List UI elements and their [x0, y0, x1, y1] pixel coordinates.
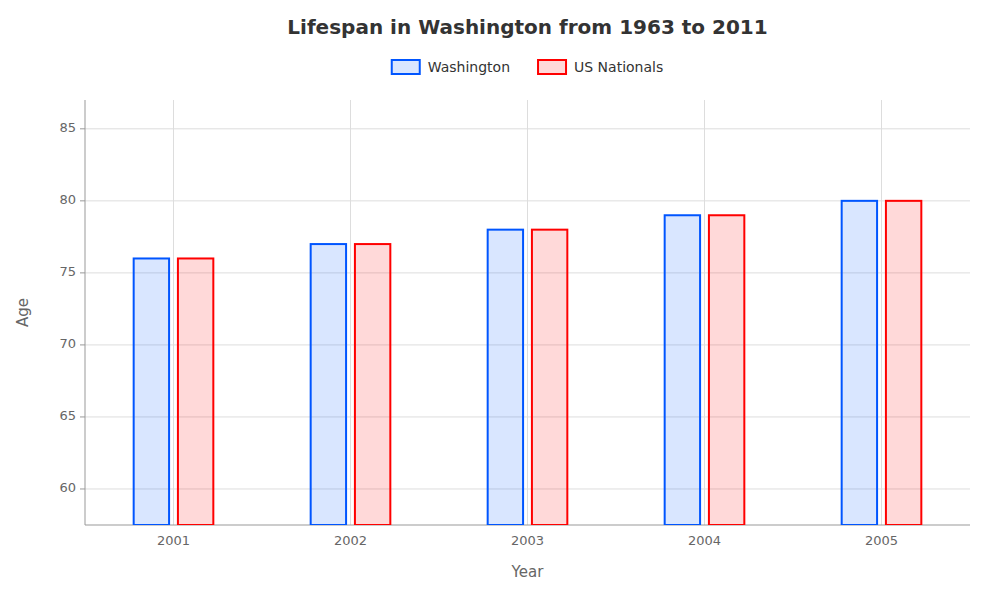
x-grid-line [704, 100, 705, 525]
y-tick [80, 200, 85, 201]
x-axis-label: Year [511, 563, 545, 581]
legend: Washington US Nationals [392, 59, 664, 75]
x-grid-line [350, 100, 351, 525]
chart: 60 65 70 75 80 85 2001 2002 2003 2004 2005 Lifespan… [0, 0, 1000, 600]
bar [709, 215, 744, 525]
legend-item: US Nationals [538, 59, 663, 75]
legend-label: US Nationals [574, 59, 663, 75]
grid [85, 100, 970, 525]
legend-swatch [392, 60, 420, 74]
bar [532, 230, 567, 525]
legend-item: Washington [392, 59, 510, 75]
y-tick-label: 70 [59, 336, 76, 351]
y-tick-label: 60 [59, 480, 76, 495]
bar [488, 230, 523, 525]
y-tick [80, 416, 85, 417]
title: Lifespan in Washington from 1963 to 2011 [287, 15, 767, 39]
chart-container: 60 65 70 75 80 85 2001 2002 2003 2004 2005 Lifespan… [0, 0, 1000, 600]
bar [178, 258, 213, 525]
y-tick [80, 488, 85, 489]
bar [355, 244, 390, 525]
bar [311, 244, 346, 525]
bars [134, 201, 922, 525]
y-axis-label: Age [14, 298, 32, 327]
y-tick [80, 344, 85, 345]
x-tick-label: 2005 [865, 533, 898, 548]
bar [665, 215, 700, 525]
y-axis-line [85, 100, 86, 525]
x-tick-label: 2003 [511, 533, 544, 548]
x-grid-line [527, 100, 528, 525]
bar [886, 201, 921, 525]
y-tick-label: 75 [59, 264, 76, 279]
x-tick-label: 2001 [157, 533, 190, 548]
y-tick-label: 80 [59, 192, 76, 207]
x-grid-line [173, 100, 174, 525]
x-tick-label: 2002 [334, 533, 367, 548]
bar [134, 258, 169, 525]
y-tick [80, 272, 85, 273]
bar [842, 201, 877, 525]
legend-swatch [538, 60, 566, 74]
y-tick-label: 65 [59, 408, 76, 423]
x-axis-line [85, 525, 970, 526]
y-tick [80, 128, 85, 129]
legend-label: Washington [428, 59, 510, 75]
y-tick-label: 85 [59, 120, 76, 135]
x-grid-line [881, 100, 882, 525]
x-tick-label: 2004 [688, 533, 721, 548]
